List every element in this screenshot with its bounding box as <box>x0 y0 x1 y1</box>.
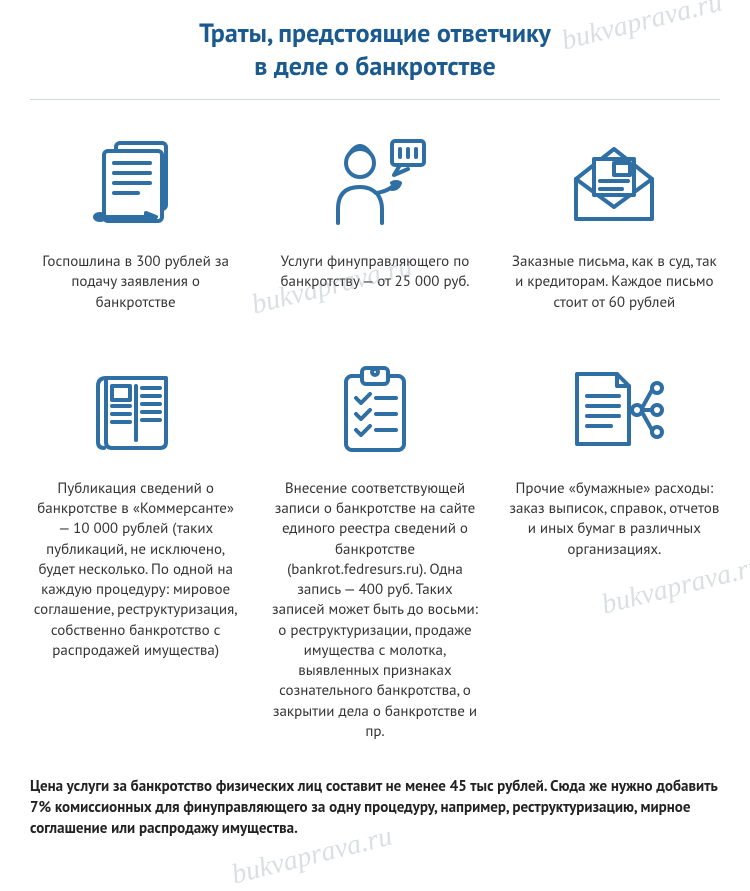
card-other-paperwork: Прочие «бумажные» расходы: заказ выписок… <box>509 355 720 742</box>
footer-bold-text: Цена услуги за банкротство физических ли… <box>30 777 717 838</box>
card-registered-letters: Заказные письма, как в суд, так и кредит… <box>509 128 720 313</box>
cards-grid: Госпошлина в 300 рублей за подачу заявле… <box>30 128 720 742</box>
title-line-2: в деле о банкротстве <box>254 50 495 83</box>
infographic-page: Траты, предстоящие ответчику в деле о ба… <box>0 0 750 859</box>
card-text: Внесение соответствующей записи о банкро… <box>269 479 480 742</box>
card-kommersant-publication: Публикация сведений о банкротстве в «Ком… <box>30 355 241 742</box>
card-text: Услуги финуправляющего по банкротству — … <box>269 252 480 293</box>
card-manager-services: Услуги финуправляющего по банкротству — … <box>269 128 480 313</box>
card-text: Прочие «бумажные» расходы: заказ выписок… <box>509 479 720 560</box>
card-text: Заказные письма, как в суд, так и кредит… <box>509 252 720 313</box>
envelope-letter-icon <box>564 128 664 238</box>
newspaper-icon <box>86 355 186 465</box>
title-divider <box>30 99 720 100</box>
clipboard-checks-icon <box>330 355 420 465</box>
document-pen-icon <box>86 128 186 238</box>
footer-summary: Цена услуги за банкротство физических ли… <box>30 776 720 839</box>
assistant-speech-icon <box>320 128 430 238</box>
page-title: Траты, предстоящие ответчику в деле о ба… <box>30 18 720 83</box>
card-text: Госпошлина в 300 рублей за подачу заявле… <box>30 252 241 313</box>
card-registry-record: Внесение соответствующей записи о банкро… <box>269 355 480 742</box>
card-text: Публикация сведений о банкротстве в «Ком… <box>30 479 241 661</box>
card-state-fee: Госпошлина в 300 рублей за подачу заявле… <box>30 128 241 313</box>
document-nodes-icon <box>559 355 669 465</box>
title-line-1: Траты, предстоящие ответчику <box>199 17 551 50</box>
